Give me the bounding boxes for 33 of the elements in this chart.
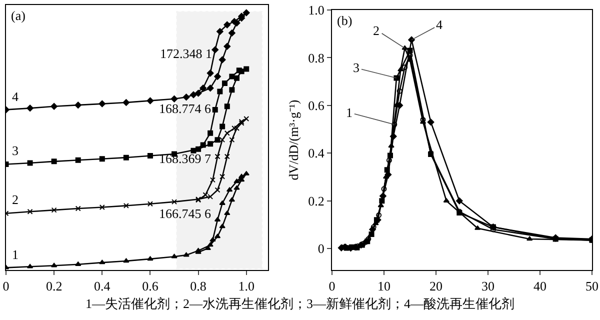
series-label: 2 (12, 192, 18, 207)
text: 1—失活催化剂；2—水洗再生催化剂；3—新鲜催化剂；4—酸洗再生催化剂 (84, 295, 516, 313)
x-tick-label: 30 (482, 278, 494, 294)
y-tick-label: 0.6 (308, 98, 325, 113)
x-tick-label: 0.2 (46, 278, 62, 294)
series-label: 2 (373, 23, 380, 38)
annotation: 172.348 1 (160, 46, 212, 61)
x-tick-label: 40 (534, 278, 546, 294)
annotation: 166.745 6 (159, 206, 212, 221)
x-tick-label: 10 (378, 278, 390, 294)
x-tick-label: 0 (2, 278, 10, 294)
x-tick-label: 20 (430, 278, 442, 294)
series-label: 1 (12, 247, 18, 262)
y-tick-label: 0.8 (308, 50, 324, 66)
chart-title: (b) (337, 13, 352, 28)
x-tick-label: 50 (586, 278, 598, 294)
x-tick-label: 0.4 (94, 278, 111, 294)
x-tick-label: 0.6 (142, 278, 159, 294)
text: 1 (346, 105, 352, 120)
text: 3 (353, 60, 360, 75)
y-tick-label: 1.0 (308, 2, 324, 18)
y-axis-title: dV/dD/(m³·g⁻¹) (286, 100, 302, 180)
x-tick-label: 0 (328, 278, 336, 294)
series-label: 4 (436, 17, 443, 32)
y-tick-label: 0 (318, 241, 324, 256)
y-tick-label: 0.4 (308, 146, 325, 161)
series-label: 4 (12, 89, 19, 104)
x-tick-label: 0.8 (190, 278, 206, 294)
x-tick-label: 1.0 (238, 278, 254, 294)
series-label: 3 (12, 143, 18, 158)
annotation: 168.774 6 (159, 101, 212, 116)
y-tick-label: 0.2 (308, 193, 324, 208)
chart-title: (a) (11, 8, 26, 23)
